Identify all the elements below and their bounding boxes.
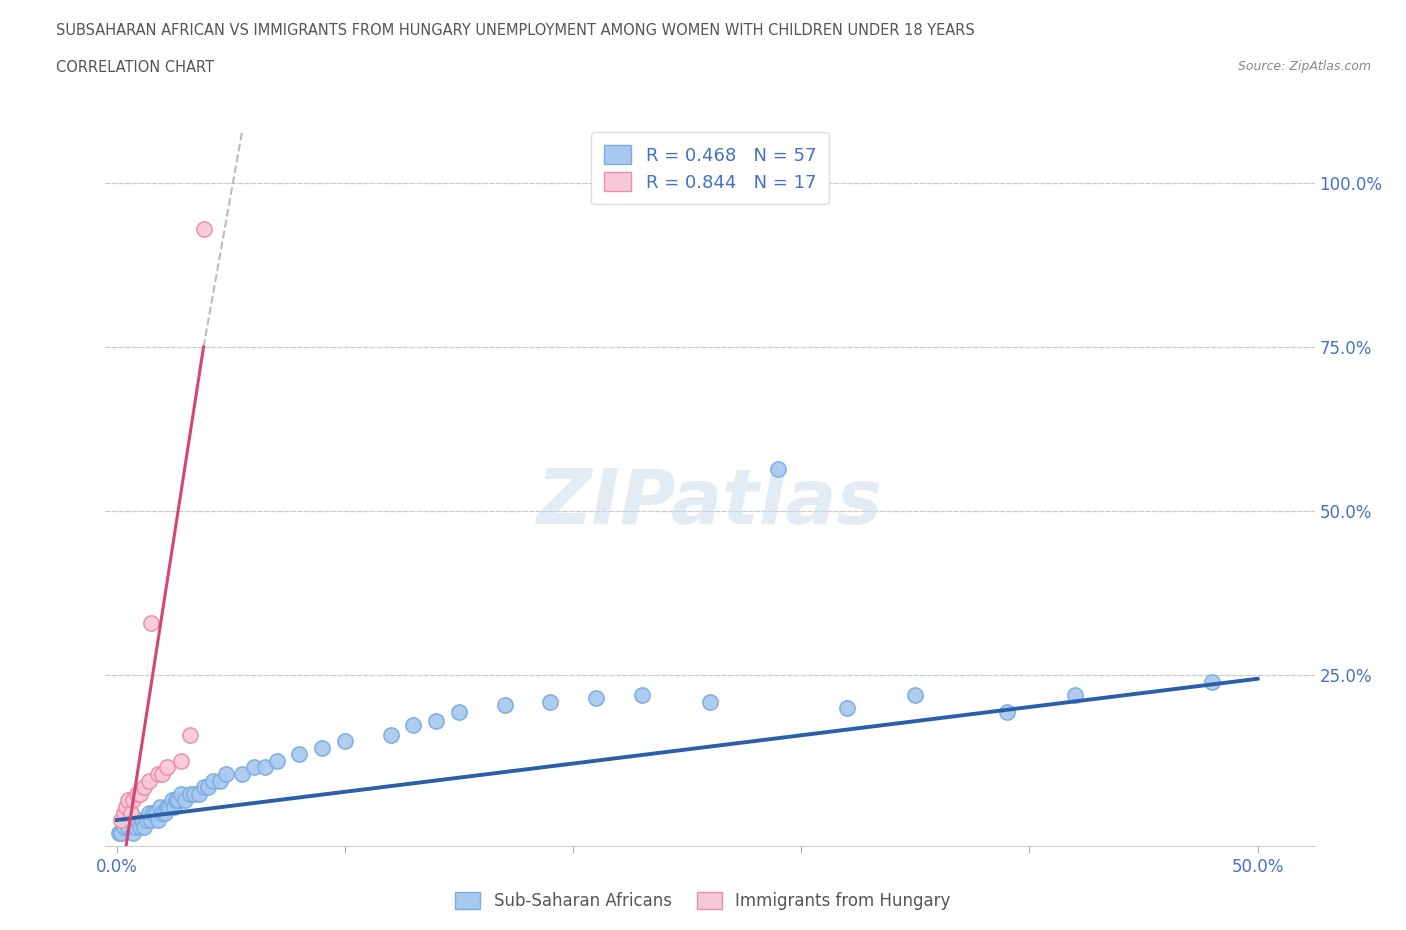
Point — [333, 734, 356, 749]
Point — [170, 786, 193, 801]
Point — [142, 806, 165, 821]
Point — [215, 766, 238, 781]
Point — [179, 727, 201, 742]
Point — [128, 786, 150, 801]
Point — [117, 793, 139, 808]
Point — [110, 813, 132, 828]
Point — [170, 753, 193, 768]
Point — [449, 704, 471, 719]
Point — [165, 793, 187, 808]
Point — [193, 221, 215, 236]
Point — [134, 779, 156, 794]
Point — [131, 813, 153, 828]
Text: ZIPatlas: ZIPatlas — [537, 466, 883, 539]
Point — [120, 806, 142, 821]
Point — [167, 793, 190, 808]
Point — [146, 766, 169, 781]
Point — [179, 786, 201, 801]
Point — [254, 760, 277, 775]
Point — [138, 806, 160, 821]
Point — [110, 826, 132, 841]
Point — [156, 800, 179, 815]
Point — [904, 688, 927, 703]
Point — [402, 717, 425, 732]
Point — [835, 701, 858, 716]
Legend: Sub-Saharan Africans, Immigrants from Hungary: Sub-Saharan Africans, Immigrants from Hu… — [449, 885, 957, 917]
Point — [197, 779, 219, 794]
Point — [134, 819, 156, 834]
Point — [380, 727, 402, 742]
Point — [152, 766, 174, 781]
Point — [1064, 688, 1087, 703]
Point — [425, 714, 447, 729]
Point — [112, 819, 135, 834]
Point — [117, 819, 139, 834]
Point — [768, 461, 790, 476]
Point — [121, 793, 143, 808]
Legend: R = 0.468   N = 57, R = 0.844   N = 17: R = 0.468 N = 57, R = 0.844 N = 17 — [592, 132, 828, 205]
Point — [127, 786, 149, 801]
Point — [585, 691, 607, 706]
Point — [163, 800, 186, 815]
Point — [139, 616, 162, 631]
Point — [139, 813, 162, 828]
Point — [193, 779, 215, 794]
Point — [121, 826, 143, 841]
Point — [174, 793, 197, 808]
Point — [188, 786, 211, 801]
Point — [288, 747, 311, 762]
Point — [127, 813, 149, 828]
Point — [149, 800, 172, 815]
Point — [115, 800, 138, 815]
Point — [538, 695, 561, 710]
Point — [124, 819, 146, 834]
Point — [494, 698, 516, 712]
Point — [995, 704, 1018, 719]
Point — [630, 688, 652, 703]
Point — [152, 806, 174, 821]
Point — [183, 786, 205, 801]
Point — [112, 806, 135, 821]
Point — [208, 773, 231, 788]
Text: SUBSAHARAN AFRICAN VS IMMIGRANTS FROM HUNGARY UNEMPLOYMENT AMONG WOMEN WITH CHIL: SUBSAHARAN AFRICAN VS IMMIGRANTS FROM HU… — [56, 23, 974, 38]
Point — [266, 753, 288, 768]
Point — [145, 806, 167, 821]
Point — [128, 819, 150, 834]
Point — [231, 766, 253, 781]
Point — [135, 813, 157, 828]
Point — [146, 813, 169, 828]
Text: Source: ZipAtlas.com: Source: ZipAtlas.com — [1237, 60, 1371, 73]
Point — [160, 793, 183, 808]
Point — [1201, 674, 1223, 689]
Point — [138, 773, 160, 788]
Text: CORRELATION CHART: CORRELATION CHART — [56, 60, 214, 75]
Point — [108, 826, 131, 841]
Point — [201, 773, 224, 788]
Point — [156, 760, 179, 775]
Point — [157, 800, 180, 815]
Point — [311, 740, 333, 755]
Point — [699, 695, 721, 710]
Point — [242, 760, 264, 775]
Point — [153, 806, 176, 821]
